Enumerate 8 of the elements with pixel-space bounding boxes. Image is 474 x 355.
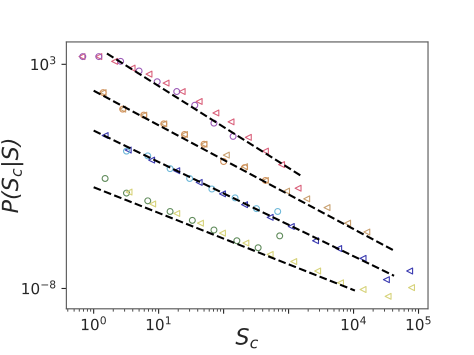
x-axis-title: S$_{c}$ <box>236 328 258 348</box>
x-tick-label: 10$^{1}$ <box>146 316 171 330</box>
x-tick-label: 10$^{0}$ <box>82 316 106 330</box>
y-axis-title: P(S$_{c}$|S) <box>1 140 24 213</box>
y-tick-label: 10$^{3}$ <box>31 56 56 70</box>
x-tick-label: 10$^{4}$ <box>342 316 366 330</box>
y-tick-label: 10$^{−8}$ <box>22 280 56 294</box>
x-tick-label: 10$^{5}$ <box>406 316 431 330</box>
